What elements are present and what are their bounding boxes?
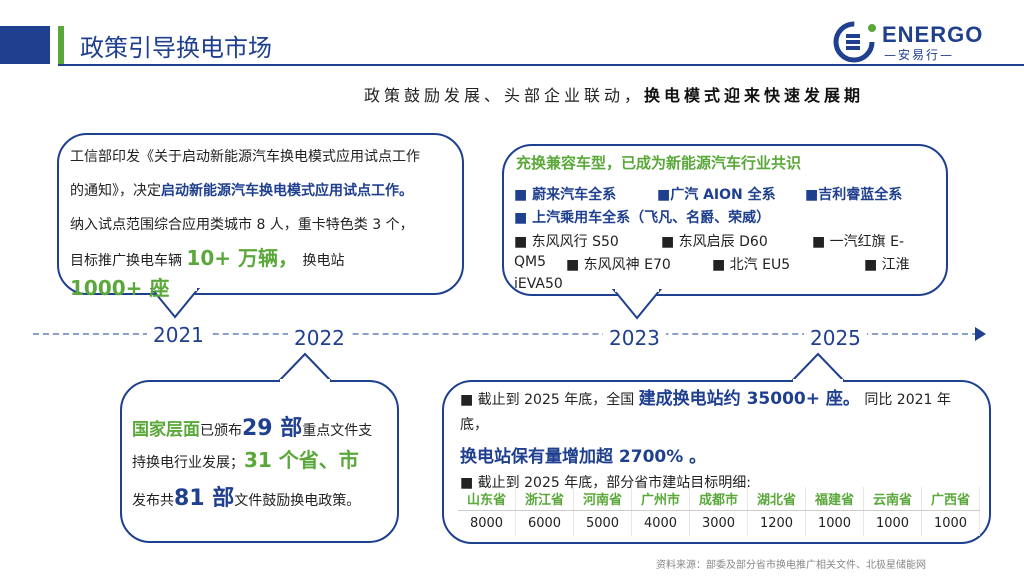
- b2023-r4-c: ■ 北汽 EU5: [712, 257, 791, 273]
- year-2023: 2023: [603, 326, 666, 350]
- b2022-p2a: 持换电行业发展；: [132, 455, 244, 471]
- b2022-29-docs: 29 部: [242, 416, 303, 441]
- logo-mark-icon: [833, 21, 876, 63]
- table-header-cell: 湖北省: [747, 487, 806, 511]
- b2023-r1-c: ■吉利睿蓝全系: [805, 187, 903, 203]
- table-header-cell: 云南省: [863, 487, 922, 511]
- b2025-stations-total: 建成换电站约 35000+ 座。: [638, 389, 860, 409]
- table-cell: 4000: [631, 510, 690, 536]
- table-row: 8000 6000 5000 4000 3000 1200 1000 1000 …: [458, 510, 980, 536]
- b2023-r5: iEVA50: [514, 276, 563, 292]
- b2023-r2: ■ 上汽乘用车全系（飞凡、名爵、荣威）: [514, 210, 771, 226]
- table-cell: 6000: [515, 510, 574, 536]
- callout-2025-pointer: [790, 352, 846, 383]
- b2023-r1-a: ■ 蔚来汽车全系: [514, 187, 617, 203]
- province-target-table: 山东省 浙江省 河南省 广州市 成都市 湖北省 福建省 云南省 广西省 8000…: [458, 487, 980, 536]
- callout-2022: [120, 380, 399, 543]
- b2022-p2: 持换电行业发展；31 个省、市: [132, 444, 359, 473]
- b2023-r1-b: ■广汽 AION 全系: [657, 187, 776, 203]
- subtitle-normal: 政策鼓励发展、头部企业联动，: [364, 86, 645, 105]
- b2021-target-stations: 1000+ 座: [70, 276, 170, 300]
- b2022-p3a: 发布共: [132, 493, 174, 509]
- b2025-l1c: 同比 2021 年: [864, 392, 951, 408]
- table-header-cell: 广州市: [631, 487, 690, 511]
- table-header-cell: 河南省: [573, 487, 632, 511]
- slide-subtitle: 政策鼓励发展、头部企业联动，换电模式迎来快速发展期: [364, 82, 864, 106]
- header-underline: [58, 64, 1024, 66]
- subtitle-bold: 换电模式迎来快速发展期: [644, 86, 865, 105]
- b2021-line2a: 的通知》，决定: [70, 183, 161, 199]
- b2021-target-vehicles: 10+ 万辆，: [186, 246, 299, 270]
- b2021-line1: 工信部印发《关于启动新能源汽车换电模式应用试点工作: [70, 149, 420, 165]
- table-cell: 5000: [573, 510, 632, 536]
- b2023-r3-c: ■ 一汽红旗 E-: [812, 234, 905, 250]
- b2021-line2: 的通知》，决定启动新能源汽车换电模式应用试点工作。: [70, 180, 413, 200]
- b2022-p3: 发布共81 部文件鼓励换电政策。: [132, 480, 360, 512]
- table-cell: 8000: [458, 510, 516, 536]
- b2025-growth: 换电站保有量增加超 2700% 。: [460, 447, 707, 467]
- table-header-cell: 浙江省: [515, 487, 574, 511]
- b2022-p1b: 已颁布: [200, 423, 242, 439]
- year-2022: 2022: [288, 326, 351, 350]
- table-cell: 1000: [863, 510, 922, 536]
- callout-2022-pointer: [277, 352, 333, 383]
- table-header-cell: 成都市: [689, 487, 748, 511]
- timeline-arrow-icon: [975, 327, 986, 341]
- source-note: 资料来源：部委及部分省市换电推广相关文件、北极星储能网: [656, 560, 926, 571]
- b2021-line4: 目标推广换电车辆 10+ 万辆， 换电站: [70, 242, 344, 271]
- table-cell: 1000: [921, 510, 980, 536]
- b2022-p3c: 文件鼓励换电政策。: [234, 493, 361, 509]
- page-title: 政策引导换电市场: [80, 34, 272, 62]
- b2025-l1a: ■ 截止到 2025 年底，全国: [460, 392, 635, 408]
- table-cell: 1000: [805, 510, 864, 536]
- b2021-line2b: 启动新能源汽车换电模式应用试点工作。: [161, 183, 413, 199]
- b2022-31-provinces: 31 个省、市: [244, 448, 359, 472]
- table-header-row: 山东省 浙江省 河南省 广州市 成都市 湖北省 福建省 云南省 广西省: [458, 487, 980, 511]
- b2025-l1: ■ 截止到 2025 年底，全国 建成换电站约 35000+ 座。 同比 202…: [460, 384, 951, 409]
- table-cell: 3000: [689, 510, 748, 536]
- table-header-cell: 广西省: [921, 487, 980, 511]
- b2023-r3-a: ■ 东风风行 S50: [514, 234, 619, 250]
- table-header-cell: 福建省: [805, 487, 864, 511]
- b2022-81-docs: 81 部: [174, 486, 235, 511]
- callout-2021-pointer: [150, 287, 200, 319]
- b2022-p1d: 重点文件支: [302, 423, 373, 439]
- logo-subtitle: —安易行—: [884, 48, 955, 62]
- year-2021: 2021: [147, 323, 210, 347]
- timeline-axis: [33, 333, 978, 335]
- table-header-cell: 山东省: [458, 487, 516, 511]
- logo-wordmark: ENERGO: [882, 22, 984, 47]
- header-accent-bar: [0, 26, 50, 64]
- company-logo: ENERGO —安易行—: [832, 20, 1002, 64]
- callout-2023-pointer: [612, 288, 662, 320]
- b2023-r4-a: QM5: [514, 254, 547, 270]
- b2023-r3-b: ■ 东风启辰 D60: [661, 234, 768, 250]
- b2022-p1: 国家层面已颁布29 部重点文件支: [132, 410, 372, 442]
- b2021-line4c: 换电站: [302, 253, 345, 269]
- year-2025: 2025: [804, 326, 867, 350]
- b2023-r4-d: ■ 江淮: [864, 257, 910, 273]
- header-green-marker: [58, 26, 64, 64]
- b2023-heading: 充换兼容车型，已成为新能源汽车行业共识: [516, 154, 802, 172]
- b2022-national: 国家层面: [132, 420, 200, 440]
- b2021-line4a: 目标推广换电车辆: [70, 253, 182, 269]
- b2023-r4-b: ■ 东风风神 E70: [566, 257, 671, 273]
- b2021-line3: 纳入试点范围综合应用类城市 8 人，重卡特色类 3 个，: [70, 217, 414, 233]
- table-cell: 1200: [747, 510, 806, 536]
- callout-2023: [502, 144, 948, 296]
- callout-2021: [57, 133, 464, 295]
- b2025-l2: 底，: [460, 417, 488, 433]
